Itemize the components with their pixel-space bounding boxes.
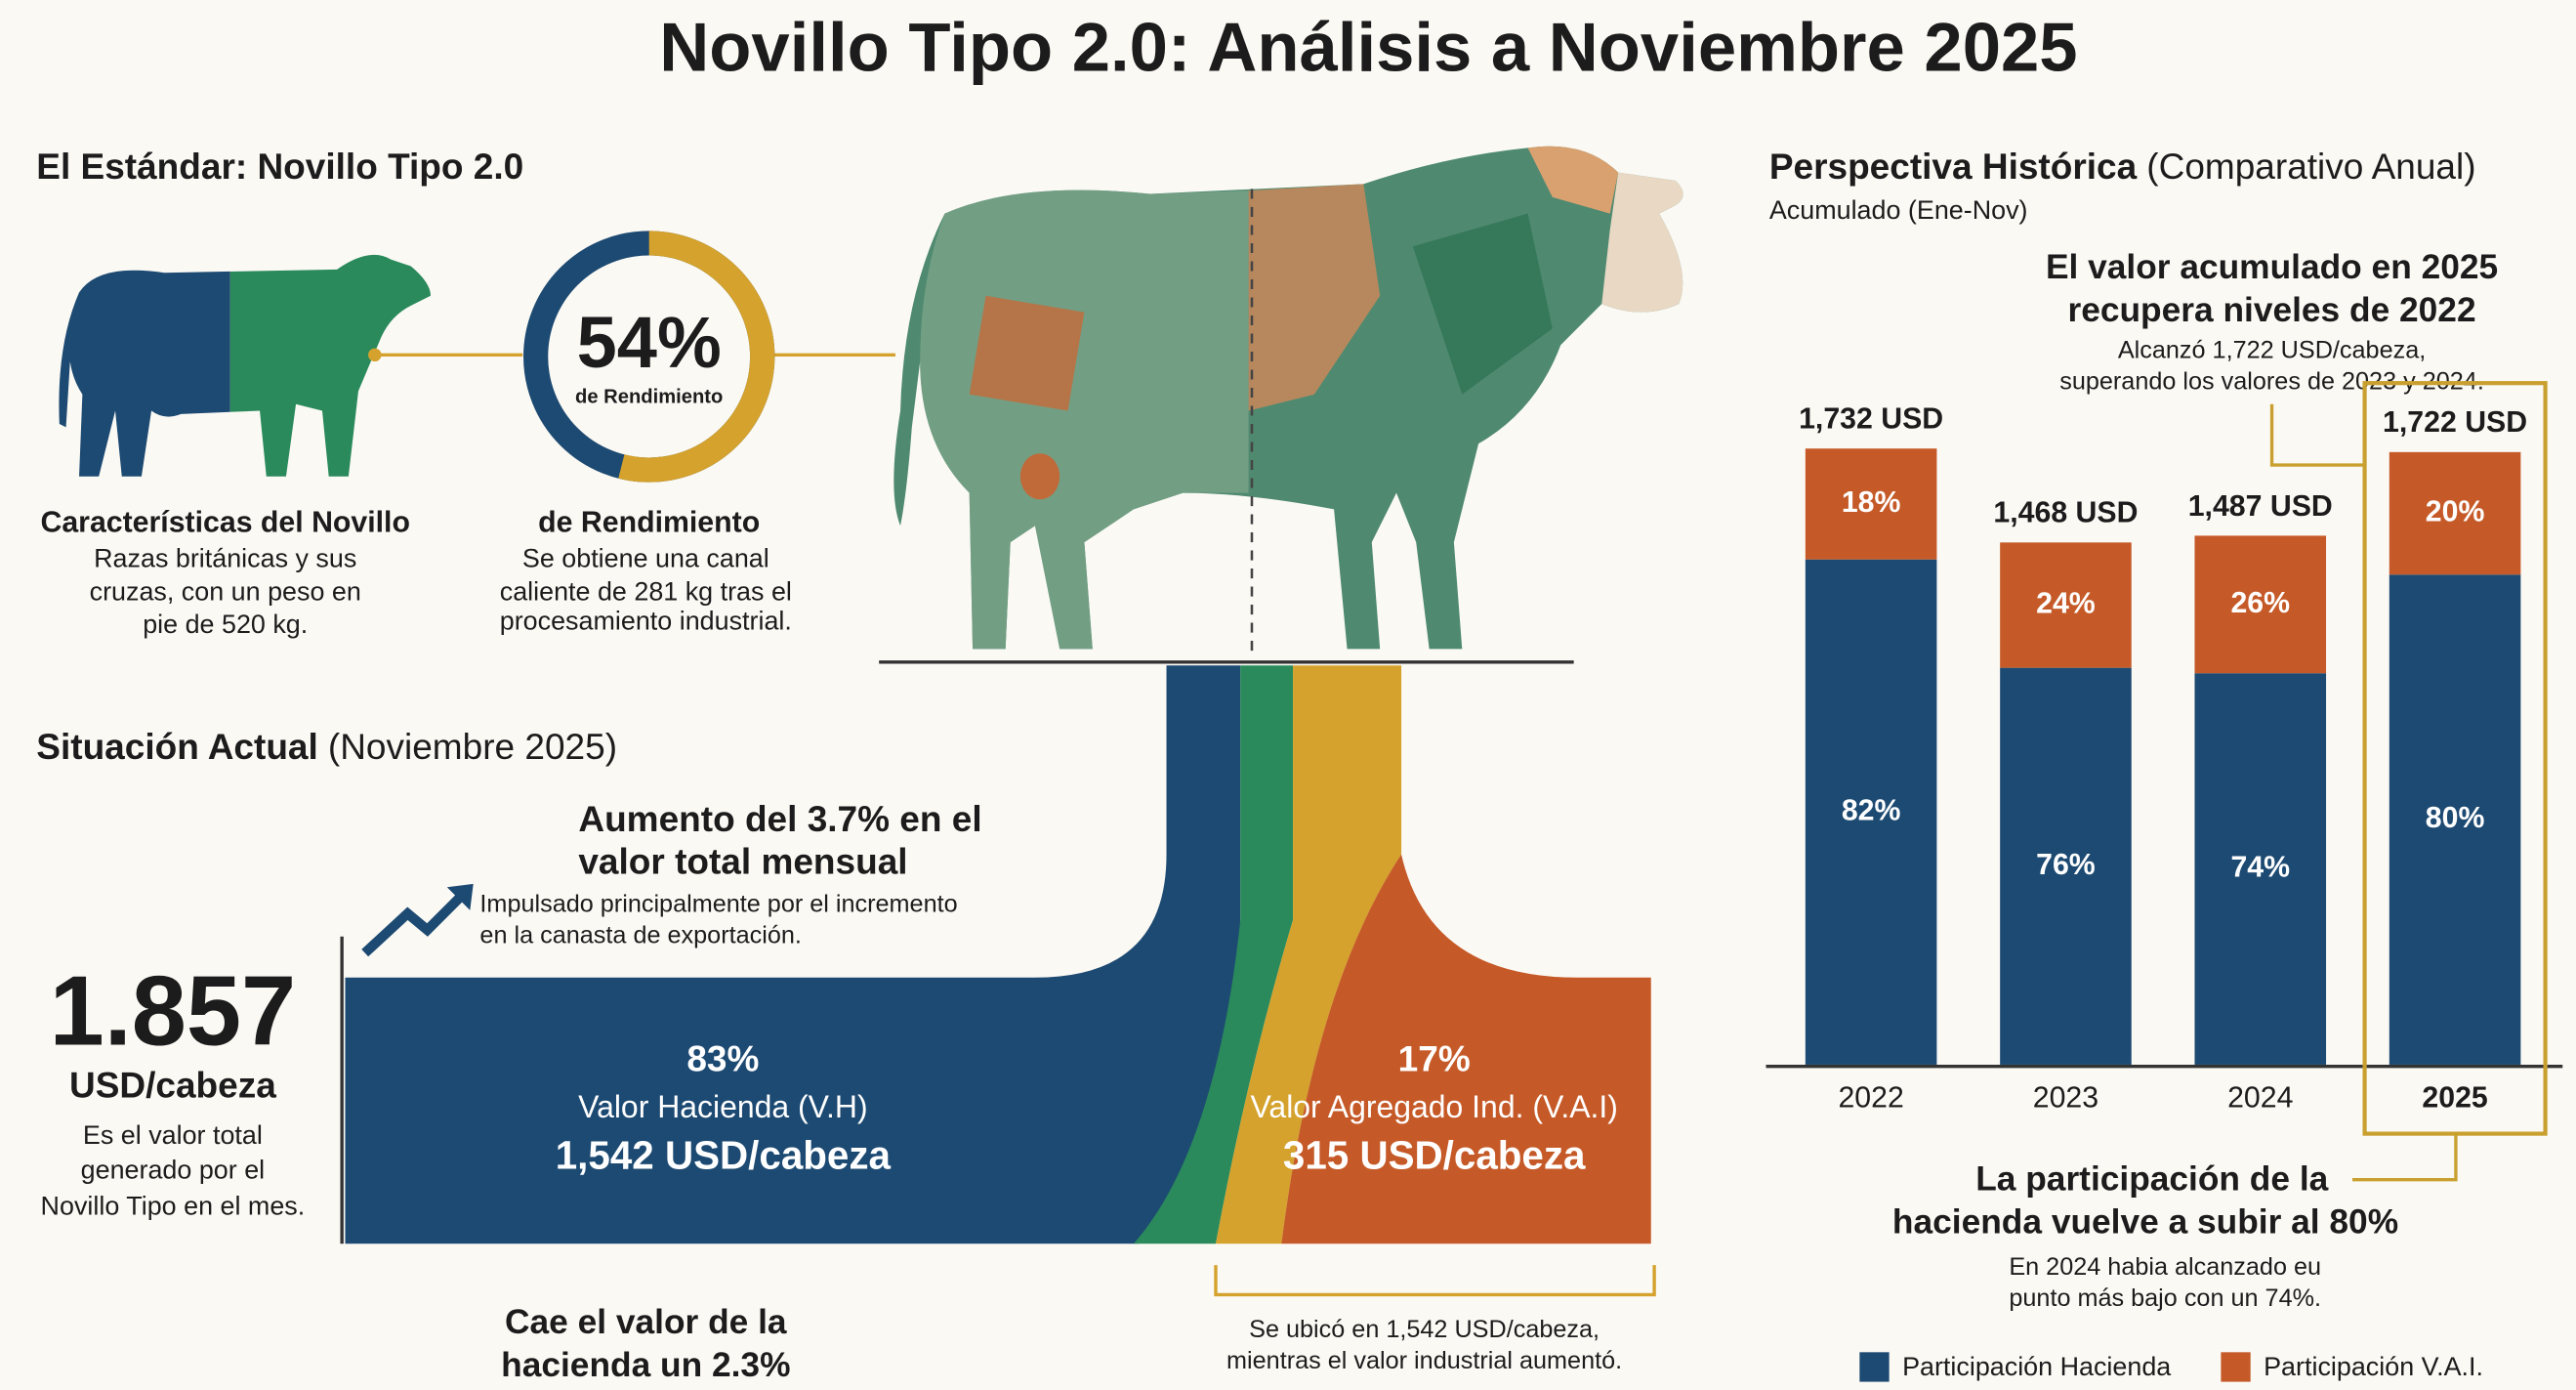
highlight-box — [2362, 381, 2548, 1136]
bar-segment — [2389, 451, 2521, 575]
bar-total-label: 1,468 USD — [1993, 497, 2138, 529]
bar-value-label: 80% — [2426, 802, 2485, 834]
section-heading: Situación Actual (Noviembre 2025) — [36, 727, 617, 767]
bar-total-label: 1,722 USD — [2383, 406, 2527, 439]
heading-bold: Situación Actual — [36, 727, 318, 767]
donut-arc — [523, 231, 775, 483]
x-tick-label: 2025 — [2422, 1081, 2487, 1114]
total-text: generado por el — [81, 1155, 266, 1184]
note-text: mientras el valor industrial aumentó. — [1226, 1347, 1622, 1374]
part-amount: 315 USD/cabeza — [1283, 1132, 1586, 1177]
bar-value-label: 18% — [1842, 486, 1901, 519]
increase-title: valor total mensual — [578, 842, 907, 882]
bar-segment — [1805, 448, 1937, 560]
increase-text: en la canasta de exportación. — [479, 921, 801, 948]
yield-text: procesamiento industrial. — [500, 607, 792, 636]
total-value: 1.857 — [50, 957, 297, 1067]
section-heading: Perspectiva Histórica (Comparativo Anual) — [1769, 147, 2476, 187]
callout-text: Alcanzó 1,722 USD/cabeza, — [2118, 337, 2426, 364]
increase-title: Aumento del 3.7% en el — [578, 799, 981, 839]
heading-note: (Comparativo Anual) — [2146, 147, 2475, 187]
features-text: Razas británicas y sus — [94, 544, 356, 573]
part-share: 83% — [686, 1038, 759, 1078]
bar-segment — [2000, 667, 2132, 1065]
callout-title: El valor acumulado en 2025 — [2046, 248, 2498, 286]
bracket — [1214, 1265, 1656, 1297]
drop-title: hacienda un 2.3% — [501, 1346, 790, 1384]
bar-value-label: 24% — [2036, 587, 2096, 619]
callout-title: recupera niveles de 2022 — [2067, 291, 2475, 329]
increase-text: Impulsado principalmente por el incremen… — [479, 890, 957, 917]
trend-arrow-head — [446, 883, 474, 910]
connector-dot — [368, 348, 382, 362]
legend-label: Participación V.A.I. — [2264, 1352, 2483, 1381]
bar-segment — [2194, 673, 2327, 1065]
drop-title: Cae el valor de la — [505, 1303, 787, 1341]
part-name: Valor Hacienda (V.H) — [578, 1089, 867, 1124]
bar-total-label: 1,487 USD — [2188, 490, 2333, 523]
part-name: Valor Agregado Ind. (V.A.I) — [1251, 1089, 1618, 1124]
bar-segment — [2194, 535, 2327, 674]
yield-text: caliente de 281 kg tras el — [500, 576, 792, 606]
legend-label: Participación Hacienda — [1902, 1352, 2171, 1381]
section-heading: El Estándar: Novillo Tipo 2.0 — [36, 147, 523, 187]
bottom-text: En 2024 habia alcanzado eu — [2009, 1253, 2321, 1281]
x-tick-label: 2023 — [2033, 1081, 2098, 1114]
heading-bold: Perspectiva Histórica — [1769, 147, 2138, 187]
subheading: Acumulado (Ene-Nov) — [1769, 195, 2028, 225]
callout-connector — [2351, 1133, 2458, 1182]
bar-segment — [2389, 574, 2521, 1065]
bar-value-label: 76% — [2036, 849, 2096, 881]
trend-arrow — [361, 890, 468, 957]
bottom-text: punto más bajo con un 74%. — [2009, 1285, 2321, 1312]
yield-value: 54% — [577, 302, 722, 383]
yield-caption: de Rendimiento — [575, 386, 723, 407]
legend-swatch — [2221, 1352, 2251, 1382]
bar-value-label: 82% — [1842, 794, 1901, 826]
bar-total-label: 1,732 USD — [1799, 403, 1943, 436]
total-text: Novillo Tipo en el mes. — [41, 1191, 306, 1220]
features-title: Características del Novillo — [40, 507, 409, 539]
bar-value-label: 74% — [2230, 852, 2290, 884]
stacked-bar-chart: 82% 18% 1,732 USD 2022 76% 24% 1,468 USD 2023 74… — [1799, 381, 2548, 1382]
features-text: cruzas, con un peso en — [90, 576, 361, 606]
features-text: pie de 520 kg. — [143, 610, 308, 639]
cow-illustration — [879, 146, 1683, 664]
bottom-title: hacienda vuelve a subir al 80% — [1892, 1202, 2398, 1241]
bar-value-label: 20% — [2426, 496, 2485, 528]
part-amount: 1,542 USD/cabeza — [556, 1132, 892, 1177]
small-cow-icon — [59, 255, 431, 477]
total-text: Es el valor total — [83, 1120, 263, 1150]
callout-connector — [2269, 403, 2366, 467]
total-unit: USD/cabeza — [69, 1065, 276, 1105]
bottom-title: La participación de la — [1975, 1160, 2328, 1199]
yield-title: de Rendimiento — [538, 507, 760, 539]
value-flow — [340, 665, 1651, 1244]
note-text: Se ubicó en 1,542 USD/cabeza, — [1249, 1316, 1600, 1343]
yield-donut — [523, 231, 775, 483]
part-share: 17% — [1398, 1038, 1471, 1078]
x-tick-label: 2022 — [1838, 1081, 1903, 1114]
x-tick-label: 2024 — [2227, 1081, 2293, 1114]
bar-segment — [1805, 559, 1937, 1065]
bar-segment — [2000, 542, 2132, 668]
legend-swatch — [1859, 1352, 1890, 1382]
bar-value-label: 26% — [2230, 587, 2290, 619]
main-title: Novillo Tipo 2.0: Análisis a Noviembre 2… — [659, 8, 2077, 85]
yield-text: Se obtiene una canal — [522, 544, 769, 573]
heading-note: (Noviembre 2025) — [328, 727, 617, 767]
